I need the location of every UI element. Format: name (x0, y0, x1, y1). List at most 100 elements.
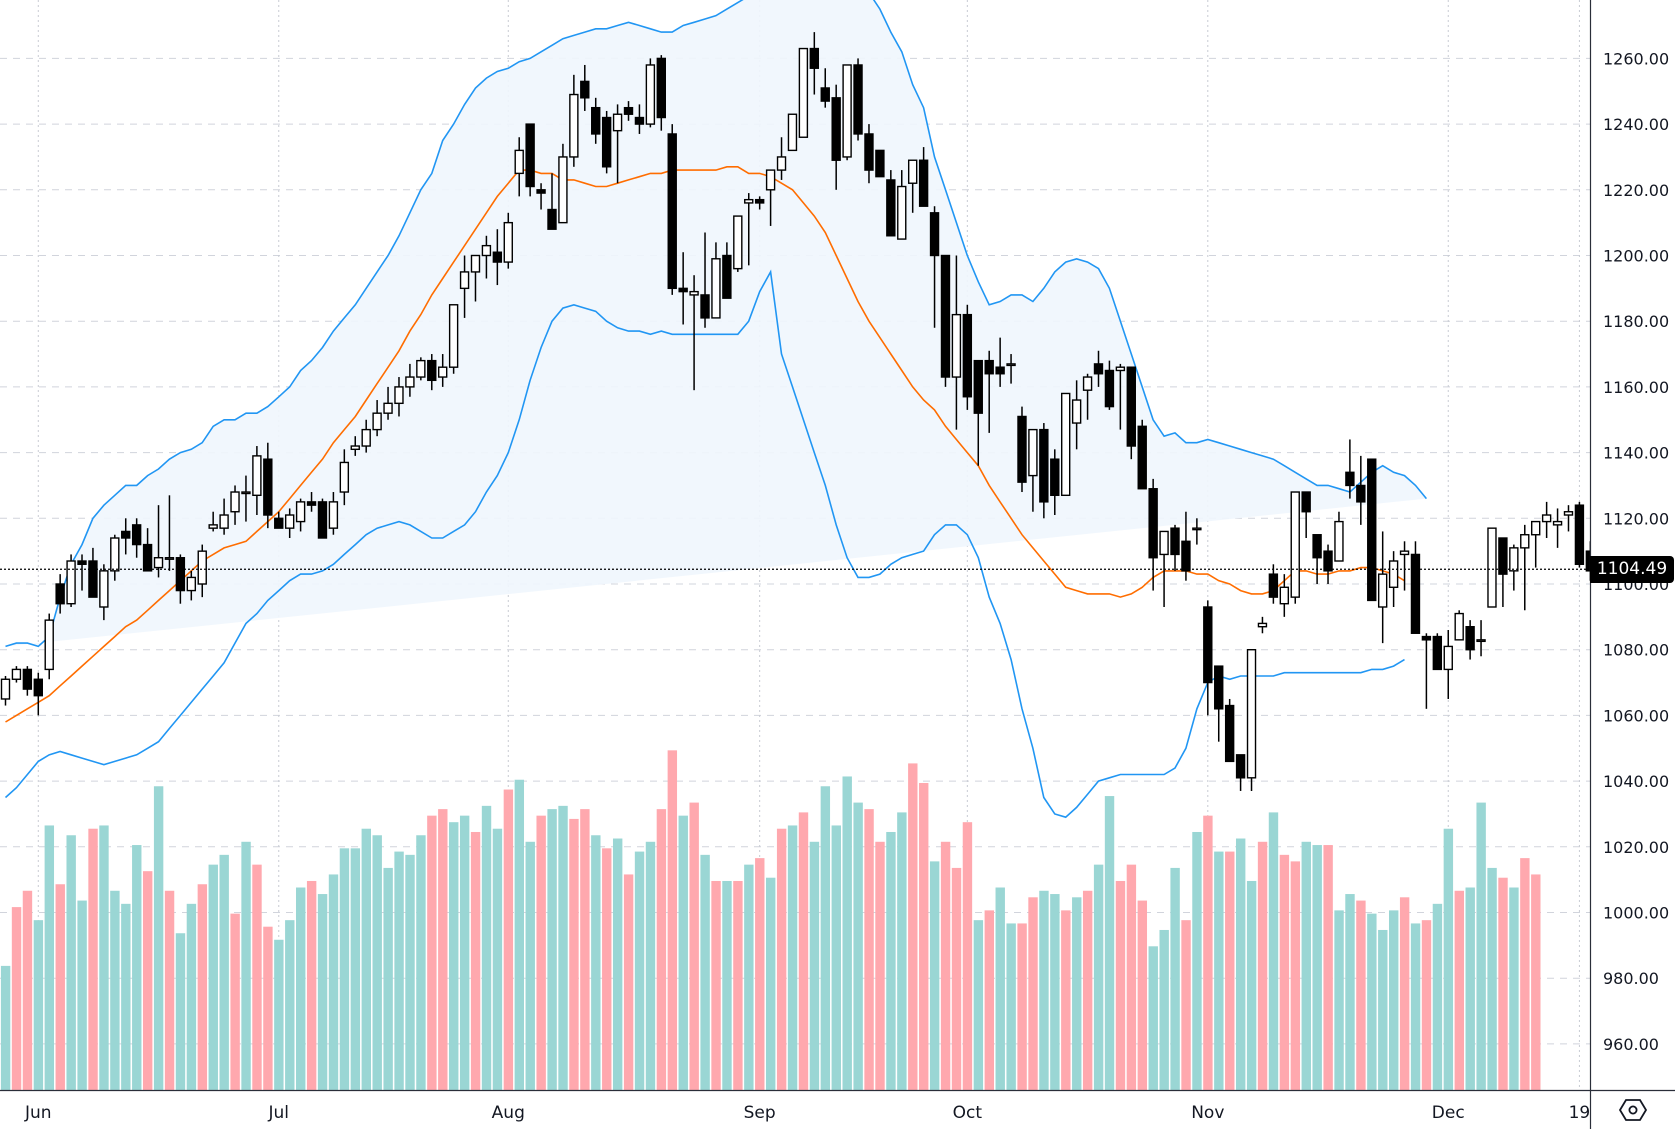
volume-bar (1509, 887, 1519, 1090)
candle-up (197, 550, 207, 585)
price-axis-label: 1160.00 (1603, 378, 1669, 397)
candle-up (186, 576, 197, 592)
volume-bar (164, 890, 175, 1090)
volume-bar (809, 841, 820, 1090)
volume-bar (1235, 838, 1246, 1090)
volume-bar (678, 815, 688, 1090)
candle-down (1465, 626, 1475, 651)
candle-up (394, 386, 404, 405)
volume-bar (842, 776, 852, 1090)
volume-bar (831, 825, 841, 1090)
candle-down (678, 287, 688, 293)
candle-down (1093, 363, 1104, 375)
time-axis-label: Jul (267, 1103, 289, 1123)
volume-bar (612, 838, 623, 1090)
volume-bar (1399, 897, 1410, 1090)
candle-down (1104, 369, 1115, 408)
volume-bar (1028, 897, 1038, 1090)
candle-down (1574, 504, 1585, 565)
candle-down (1301, 491, 1311, 513)
volume-bar (1050, 894, 1060, 1090)
candle-down (634, 116, 645, 125)
candle-up (66, 560, 76, 605)
candle-down (317, 501, 328, 539)
candle-up (328, 501, 339, 529)
candle-down (1039, 428, 1049, 503)
time-axis-label: Jun (24, 1103, 52, 1123)
volume-bar (1356, 900, 1366, 1090)
volume-bar (1039, 890, 1049, 1090)
candle-down (667, 133, 677, 290)
volume-bar (984, 910, 994, 1090)
price-axis-label: 1200.00 (1603, 247, 1669, 266)
volume-bar (864, 809, 874, 1090)
candle-down (864, 133, 874, 171)
volume-bar (962, 822, 973, 1090)
volume-bar (1290, 861, 1301, 1090)
candle-down (1345, 471, 1355, 487)
volume-bar (1137, 900, 1148, 1090)
volume-bar (853, 802, 863, 1090)
price-axis-label: 960.00 (1603, 1035, 1659, 1054)
volume-bar (492, 828, 503, 1090)
candle-up (1530, 520, 1541, 536)
volume-bar (481, 805, 492, 1090)
volume-bar (1203, 815, 1213, 1090)
candle-down (1323, 550, 1333, 572)
candle-down (1214, 665, 1224, 710)
candle-up (612, 113, 623, 132)
candle-up (645, 64, 656, 125)
volume-bar (252, 864, 262, 1090)
candle-down (33, 678, 43, 697)
volume-bar (503, 789, 514, 1090)
volume-bar (372, 835, 382, 1090)
volume-bar (940, 841, 951, 1090)
candle-up (1071, 399, 1082, 424)
gear-hexagon-icon (1618, 1099, 1648, 1121)
candle-up (438, 366, 448, 378)
volume-bar (274, 939, 284, 1090)
volume-bar (328, 874, 339, 1090)
candle-down (22, 668, 33, 690)
candle-down (929, 212, 940, 257)
volume-bar (438, 809, 448, 1090)
volume-bar (951, 867, 962, 1090)
volume-bar (536, 815, 546, 1090)
time-axis-label: Sep (744, 1103, 776, 1123)
volume-bar (1378, 929, 1388, 1090)
chart-settings-button[interactable] (1618, 1096, 1648, 1124)
candle-down (263, 458, 273, 516)
volume-bar (645, 841, 656, 1090)
candle-up (1061, 392, 1071, 497)
candle-up (44, 619, 54, 671)
candle-down (1235, 754, 1246, 779)
candle-down (623, 106, 634, 115)
candle-up (1115, 366, 1126, 372)
volume-bar (1246, 880, 1257, 1090)
time-axis-label: Nov (1191, 1103, 1224, 1123)
candle-up (787, 113, 798, 152)
candle-up (383, 402, 393, 414)
volume-bar (689, 802, 699, 1090)
volume-bar (394, 851, 404, 1090)
candle-down (525, 123, 535, 188)
candle-down (809, 47, 820, 69)
candle-down (1170, 527, 1180, 556)
candle-up (284, 514, 295, 529)
candle-down (831, 97, 841, 161)
candle-down (886, 179, 896, 237)
candle-down (492, 251, 503, 263)
candle-down (1137, 425, 1147, 490)
candle-up (1290, 491, 1300, 598)
volume-bar (1181, 920, 1191, 1090)
volume-bar (667, 750, 678, 1090)
volume-bar (1410, 923, 1421, 1090)
candle-down (1421, 635, 1432, 641)
volume-bar (306, 880, 317, 1090)
volume-bar (317, 894, 328, 1090)
candle-down (995, 366, 1005, 375)
volume-bar (886, 831, 896, 1090)
candle-up (481, 244, 492, 257)
